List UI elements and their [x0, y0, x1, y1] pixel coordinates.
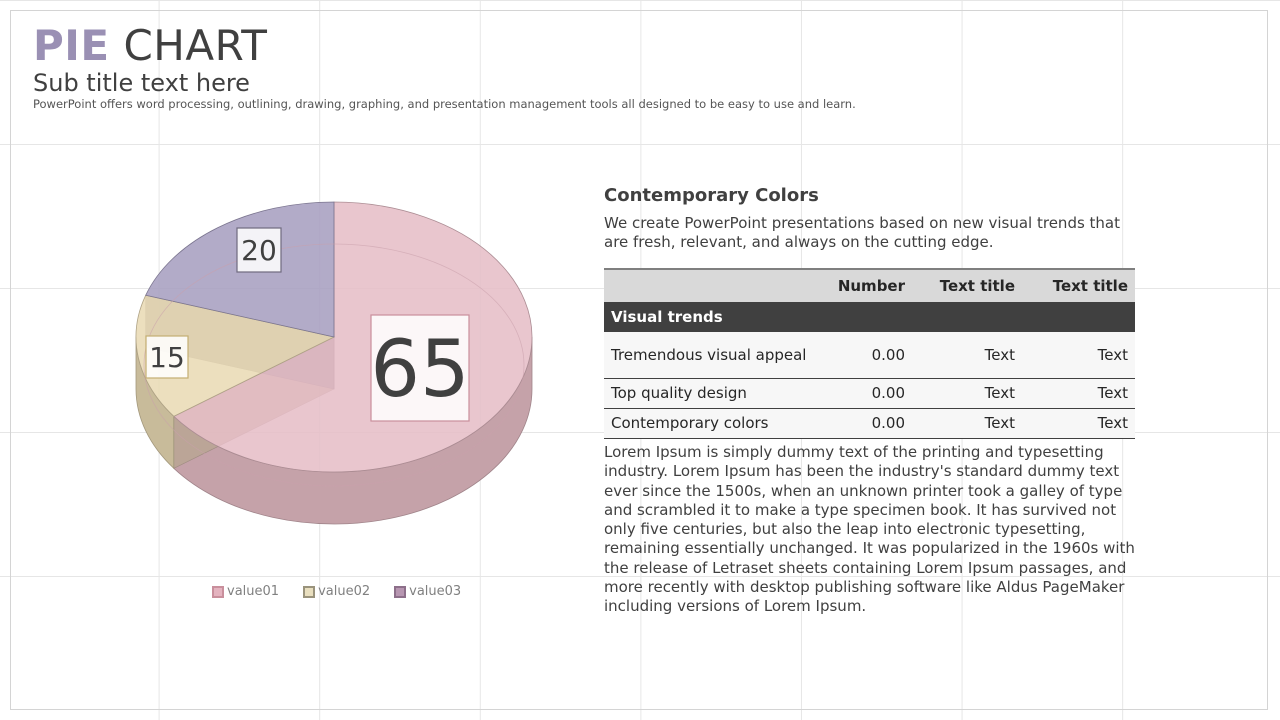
- pie-inner-rim: [143, 243, 525, 487]
- legend-swatch-value03: [394, 585, 407, 598]
- table-row: Top quality design 0.00 Text Text: [604, 378, 1135, 408]
- legend-item-value03: value03: [394, 584, 461, 599]
- table-row: Tremendous visual appeal 0.00 Text Text: [604, 332, 1135, 378]
- row-label: Contemporary colors: [611, 414, 769, 432]
- chart-legend: value01 value02 value03: [212, 584, 461, 599]
- row-number: 0.00: [871, 345, 905, 364]
- row-label: Tremendous visual appeal: [611, 345, 807, 364]
- legend-label-value01: value01: [227, 584, 280, 599]
- header-cell-text-title-2: Text title: [1052, 277, 1128, 295]
- pie-labels-layer: 65 15 20: [145, 227, 470, 422]
- pie-slice-value02: [135, 294, 336, 417]
- group-label: Visual trends: [611, 308, 723, 326]
- data-label-box-value03: [236, 227, 282, 273]
- side-intro: We create PowerPoint presentations based…: [604, 214, 1121, 251]
- row-number: 0.00: [871, 384, 905, 402]
- table-header-row: Number Text title Text title: [604, 269, 1135, 302]
- data-label-box-value01: [370, 314, 470, 422]
- row-text-2: Text: [1097, 345, 1128, 364]
- row-text-1: Text: [984, 414, 1015, 432]
- page-title: PIE CHART: [33, 20, 267, 72]
- title-part-1: PIE: [33, 21, 110, 70]
- row-text-2: Text: [1097, 384, 1128, 402]
- header-cell-text-title-1: Text title: [939, 277, 1015, 295]
- page-description: PowerPoint offers word processing, outli…: [33, 97, 856, 111]
- side-body-text: Lorem Ipsum is simply dummy text of the …: [604, 443, 1135, 616]
- row-number: 0.00: [871, 414, 905, 432]
- pie-chart: 65 15 20: [135, 201, 533, 525]
- legend-label-value03: value03: [409, 584, 462, 599]
- row-text-1: Text: [984, 345, 1015, 364]
- legend-item-value01: value01: [212, 584, 279, 599]
- legend-label-value02: value02: [318, 584, 371, 599]
- row-text-1: Text: [984, 384, 1015, 402]
- row-label: Top quality design: [611, 384, 747, 402]
- title-part-2: CHART: [123, 21, 268, 70]
- data-label-value03: 20: [241, 234, 277, 267]
- legend-item-value02: value02: [303, 584, 370, 599]
- data-table: Number Text title Text title Visual tren…: [604, 268, 1135, 439]
- header-cell-blank: [604, 269, 820, 302]
- pie-tops-layer: [135, 201, 533, 473]
- data-label-box-value02: [145, 335, 189, 379]
- table-row: Contemporary colors 0.00 Text Text: [604, 408, 1135, 438]
- legend-swatch-value02: [303, 585, 316, 598]
- page-subtitle: Sub title text here: [33, 69, 250, 97]
- legend-swatch-value01: [212, 585, 224, 598]
- header-cell-number: Number: [837, 277, 905, 295]
- table-group-row: Visual trends: [604, 302, 1135, 332]
- data-label-value01: 65: [370, 325, 469, 415]
- row-text-2: Text: [1097, 414, 1128, 432]
- data-label-value02: 15: [149, 341, 185, 374]
- side-heading: Contemporary Colors: [604, 185, 819, 206]
